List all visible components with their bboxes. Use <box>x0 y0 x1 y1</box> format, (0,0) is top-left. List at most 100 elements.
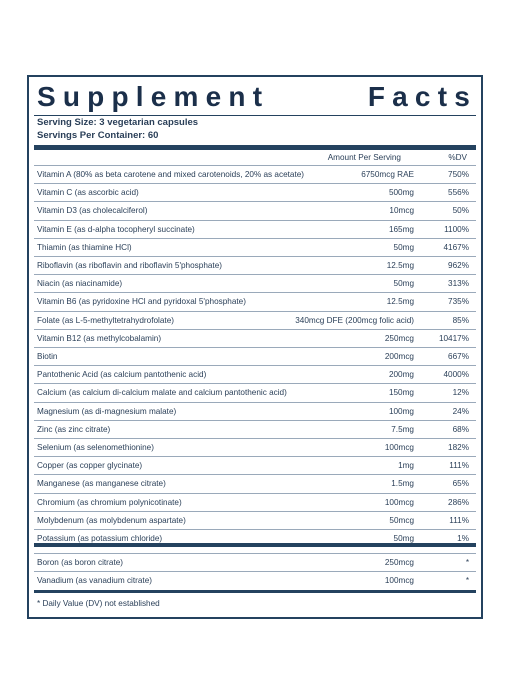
nutrient-row: Folate (as L-5-methyltetrahydrofolate) 34… <box>34 310 476 330</box>
header-dv: %DV <box>448 153 467 162</box>
nutrient-amount: 12.5mg <box>386 297 414 307</box>
nutrient-amount: 100mcg <box>384 497 414 507</box>
nutrient-name: Thiamin (as thiamine HCl) <box>37 242 132 252</box>
nutrient-name: Chromium (as chromium polynicotinate) <box>37 497 182 507</box>
nutrient-name: Folate (as L-5-methyltetrahydrofolate) <box>37 315 174 325</box>
nutrient-amount: 12.5mg <box>386 261 414 270</box>
nutrient-dv: 12% <box>452 388 469 398</box>
header-amount: Amount Per Serving <box>327 153 401 162</box>
nutrient-name: Manganese (as manganese citrate) <box>37 479 166 489</box>
nutrient-amount: 50mg <box>393 534 414 543</box>
nutrient-amount: 10mcg <box>389 206 414 216</box>
nutrient-dv: 1100% <box>444 224 469 234</box>
nutrient-amount: 150mg <box>388 388 414 398</box>
serving-size: Serving Size: 3 vegetarian capsules <box>37 117 199 128</box>
nutrient-name: Vitamin B12 (as methylcobalamin) <box>37 333 162 343</box>
nutrient-name: Niacin (as niacinamide) <box>37 279 123 289</box>
nutrient-row: Copper (as copper glycinate) 1mg 111% <box>34 456 476 475</box>
nutrient-amount: 165mg <box>388 224 414 234</box>
thick-rule-top <box>34 145 476 150</box>
footnote: * Daily Value (DV) not established <box>37 599 160 608</box>
nutrient-name: Molybdenum (as molybdenum aspartate) <box>37 515 186 525</box>
nutrient-dv: 85% <box>452 315 469 325</box>
nutrient-dv: 1% <box>457 534 469 543</box>
nutrient-amount: 7.5mg <box>391 424 414 434</box>
nutrient-amount: 250mcg <box>384 333 414 343</box>
nutrient-row: Pantothenic Acid (as calcium pantothenic… <box>34 365 476 384</box>
nutrient-dv: 4000% <box>443 370 470 380</box>
nutrient-amount: 250mcg <box>384 558 414 567</box>
nutrient-dv: 750% <box>448 170 469 179</box>
nutrient-amount: 1mg <box>398 461 414 471</box>
nutrient-row: Vitamin A (80% as beta carotene and mixe… <box>34 165 476 184</box>
nutrient-row: Zinc (as zinc citrate) 7.5mg 68% <box>34 419 476 439</box>
panel-title: Supplement Facts <box>37 79 477 115</box>
nutrient-row: Vanadium (as vanadium citrate) 100mcg * <box>34 571 476 590</box>
nutrient-row: Vitamin E (as d-alpha tocopheryl succina… <box>34 219 476 239</box>
nutrient-row: Manganese (as manganese citrate) 1.5mg 65% <box>34 474 476 493</box>
nutrient-row: Selenium (as selenomethionine) 100mcg 182% <box>34 438 476 457</box>
nutrient-dv: 962% <box>448 261 469 270</box>
nutrient-name: Potassium (as potassium chloride) <box>37 534 163 543</box>
nutrient-amount: 50mcg <box>389 515 414 525</box>
nutrient-dv: 286% <box>448 497 469 507</box>
nutrient-amount: 340mcg DFE (200mcg folic acid) <box>295 315 414 325</box>
nutrient-row: Calcium (as calcium di-calcium malate an… <box>34 383 476 402</box>
nutrient-name: Biotin <box>37 352 58 361</box>
nutrient-amount: 100mcg <box>384 443 414 452</box>
nutrient-name: Boron (as boron citrate) <box>37 558 124 567</box>
nutrient-amount: 1.5mg <box>391 479 414 489</box>
nutrient-amount: 500mg <box>388 188 414 198</box>
servings-per-container: Servings Per Container: 60 <box>37 130 159 141</box>
nutrient-dv: 10417% <box>438 333 469 343</box>
nutrient-dv: 24% <box>452 406 469 416</box>
nutrient-name: Copper (as copper glycinate) <box>37 461 143 471</box>
nutrient-amount: 6750mcg RAE <box>361 170 414 179</box>
nutrient-name: Vitamin E (as d-alpha tocopheryl succina… <box>37 224 195 234</box>
nutrient-dv: 111% <box>449 461 469 471</box>
nutrient-amount: 50mg <box>393 279 414 289</box>
nutrient-row: Vitamin C (as ascorbic acid) 500mg 556% <box>34 183 476 202</box>
nutrient-name: Magnesium (as di-magnesium malate) <box>37 406 177 416</box>
nutrient-name: Calcium (as calcium di-calcium malate an… <box>37 388 287 398</box>
nutrient-dv: * <box>465 558 469 567</box>
nutrient-dv: 111% <box>449 515 469 525</box>
nutrient-dv: 50% <box>452 206 469 216</box>
nutrient-row: Molybdenum (as molybdenum aspartate) 50mc… <box>34 510 476 530</box>
nutrient-dv: 667% <box>448 352 469 361</box>
nutrient-row: Potassium (as potassium chloride) 50mg 1% <box>34 529 476 548</box>
nutrient-name: Pantothenic Acid (as calcium pantothenic… <box>37 370 207 380</box>
nutrient-dv: * <box>465 576 469 585</box>
nutrient-dv: 65% <box>452 479 469 489</box>
nutrient-row: Vitamin D3 (as cholecalciferol) 10mcg 50% <box>34 201 476 220</box>
nutrient-row: Chromium (as chromium polynicotinate) 100… <box>34 492 476 512</box>
nutrient-name: Vitamin B6 (as pyridoxine HCl and pyrido… <box>37 297 246 307</box>
nutrient-name: Vitamin A (80% as beta carotene and mixe… <box>37 170 305 179</box>
nutrient-dv: 556% <box>448 188 469 198</box>
nutrient-amount: 100mg <box>388 406 414 416</box>
nutrient-dv: 182% <box>448 443 469 452</box>
nutrient-row: Vitamin B6 (as pyridoxine HCl and pyrido… <box>34 292 476 311</box>
nutrient-row: Magnesium (as di-magnesium malate) 100mg 2… <box>34 401 476 421</box>
thick-rule-middle <box>34 543 476 547</box>
nutrient-row: Boron (as boron citrate) 250mcg * <box>34 553 476 572</box>
nutrient-name: Zinc (as zinc citrate) <box>37 424 111 434</box>
supplement-facts-panel: Supplement Facts Serving Size: 3 vegetar… <box>27 75 483 619</box>
nutrient-name: Vitamin C (as ascorbic acid) <box>37 188 139 198</box>
nutrient-row: Vitamin B12 (as methylcobalamin) 250mcg 10… <box>34 328 476 348</box>
nutrient-dv: 68% <box>452 424 469 434</box>
nutrient-dv: 4167% <box>443 242 470 252</box>
title-rule <box>34 115 476 116</box>
title-word-supplement: Supplement <box>37 81 270 112</box>
nutrient-name: Selenium (as selenomethionine) <box>37 443 154 452</box>
nutrient-row: Riboflavin (as riboflavin and riboflavin… <box>34 256 476 275</box>
nutrient-amount: 200mcg <box>384 352 414 361</box>
nutrient-amount: 50mg <box>393 242 414 252</box>
nutrient-name: Riboflavin (as riboflavin and riboflavin… <box>37 261 222 270</box>
nutrient-name: Vitamin D3 (as cholecalciferol) <box>37 206 148 216</box>
nutrient-name: Vanadium (as vanadium citrate) <box>37 576 152 585</box>
nutrient-amount: 100mcg <box>384 576 414 585</box>
nutrient-row: Thiamin (as thiamine HCl) 50mg 4167% <box>34 237 476 257</box>
title-word-facts: Facts <box>367 81 477 112</box>
nutrient-row: Niacin (as niacinamide) 50mg 313% <box>34 274 476 293</box>
